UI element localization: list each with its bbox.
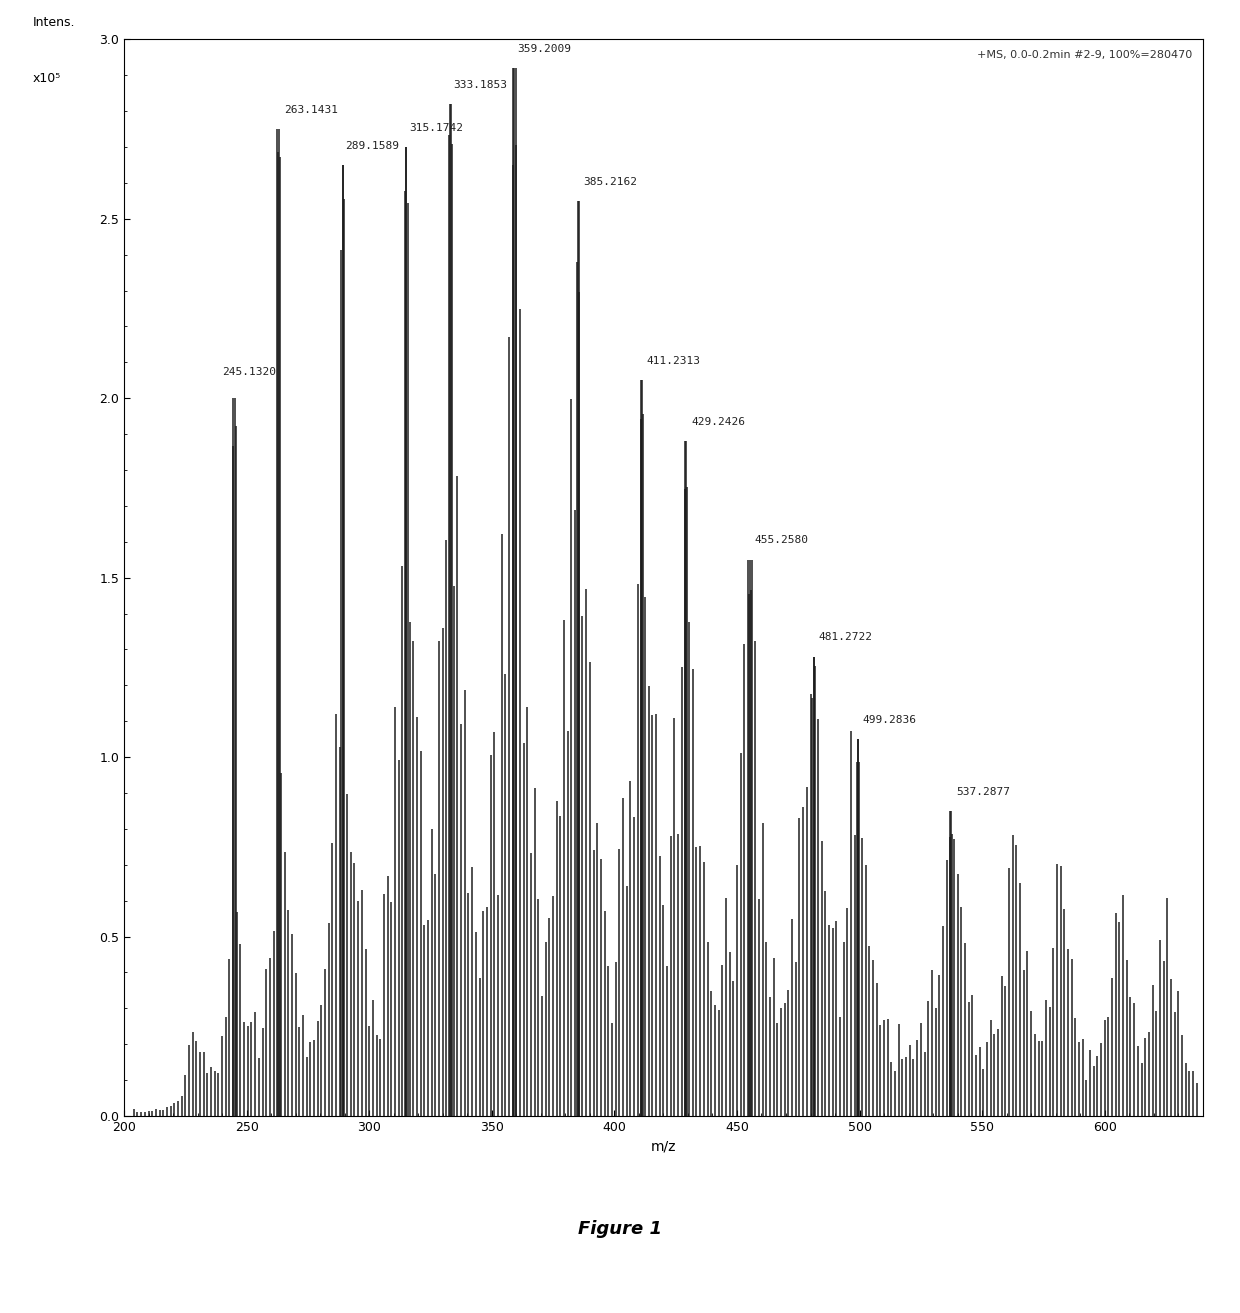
Text: Intens.: Intens.: [32, 16, 74, 29]
Text: 263.1431: 263.1431: [284, 105, 337, 114]
Text: 289.1589: 289.1589: [345, 140, 399, 151]
Text: 359.2009: 359.2009: [517, 43, 570, 54]
Text: 537.2877: 537.2877: [956, 786, 1009, 797]
Text: 429.2426: 429.2426: [691, 418, 745, 427]
Text: 499.2836: 499.2836: [863, 714, 916, 725]
Text: 455.2580: 455.2580: [755, 536, 808, 545]
Text: 245.1320: 245.1320: [222, 366, 277, 377]
Text: +MS, 0.0-0.2min #2-9, 100%=280470: +MS, 0.0-0.2min #2-9, 100%=280470: [977, 50, 1192, 60]
Text: 481.2722: 481.2722: [818, 633, 873, 642]
Text: 333.1853: 333.1853: [453, 80, 507, 89]
X-axis label: m/z: m/z: [651, 1140, 676, 1153]
Text: 315.1742: 315.1742: [409, 122, 463, 133]
Text: 411.2313: 411.2313: [647, 356, 701, 366]
Text: 385.2162: 385.2162: [583, 176, 637, 186]
Text: Figure 1: Figure 1: [578, 1220, 662, 1238]
Text: x10⁵: x10⁵: [32, 72, 61, 85]
